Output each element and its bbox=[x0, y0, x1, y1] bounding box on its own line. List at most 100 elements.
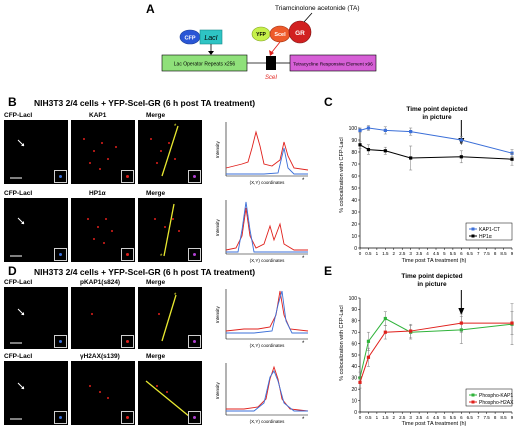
y-tick-label: 30 bbox=[351, 376, 357, 382]
data-point bbox=[409, 130, 413, 134]
data-point bbox=[366, 148, 371, 152]
gr-circle bbox=[288, 20, 312, 44]
svg-text:(X,Y) coordinates: (X,Y) coordinates bbox=[250, 258, 286, 263]
b-r2-label-hp1: HP1α bbox=[89, 190, 106, 197]
x-tick-label: 0 bbox=[359, 251, 362, 256]
panel-letter-e: E bbox=[324, 264, 333, 278]
legend-box bbox=[465, 222, 513, 241]
svg-text:(X,Y) coordinates: (X,Y) coordinates bbox=[250, 343, 286, 348]
x-tick-label: 8 bbox=[494, 251, 497, 256]
x-tick-label: 2.5 bbox=[399, 415, 406, 420]
legend-label: KAP1-CT bbox=[479, 227, 500, 233]
d-r2-cfp-inset bbox=[54, 411, 67, 424]
x-tick-label: 7.5 bbox=[484, 251, 491, 256]
legend-marker bbox=[471, 234, 475, 238]
panel-letter-b: B bbox=[8, 95, 17, 109]
scei-arrow-head bbox=[269, 50, 274, 56]
panel-c-annotation: Time point depicted in picture bbox=[406, 106, 468, 121]
b-r1-merge-profile-line: * bbox=[161, 124, 179, 177]
b-r1-image-cfp bbox=[4, 120, 68, 184]
d-r2-label-h2ax: γH2AX(s139) bbox=[80, 353, 120, 360]
y-tick-label: 50 bbox=[351, 353, 357, 359]
x-tick-label: 4 bbox=[426, 415, 429, 420]
y-tick-label: 90 bbox=[351, 307, 357, 313]
d-r1-label-cfp: CFP-LacI bbox=[4, 279, 33, 286]
svg-text:*: * bbox=[302, 256, 305, 262]
x-tick-label: 3.5 bbox=[416, 415, 423, 420]
b-r2-intensity-plot: Intensity (X,Y) coordinates * bbox=[215, 200, 308, 263]
x-tick-label: 7.5 bbox=[484, 415, 491, 420]
b-r1-cfp-marks bbox=[10, 139, 25, 179]
x-tick-label: 1.5 bbox=[382, 251, 389, 256]
d-r1-image-pkap1 bbox=[71, 287, 135, 349]
ta-label: Triamcinolone acetonide (TA) bbox=[275, 5, 360, 12]
data-point bbox=[383, 330, 387, 334]
b-r2-label-merge: Merge bbox=[146, 190, 166, 197]
panel-letter-a: A bbox=[146, 2, 155, 16]
b-r1-intensity-plot: Intensity (X,Y) coordinates * bbox=[215, 122, 309, 185]
svg-text:(X,Y) coordinates: (X,Y) coordinates bbox=[250, 419, 286, 424]
b-r2-image-cfp bbox=[4, 198, 68, 262]
d-r1-pkap1-inset bbox=[121, 335, 134, 348]
y-tick-label: 40 bbox=[351, 198, 357, 204]
x-tick-label: 8.5 bbox=[500, 415, 507, 420]
tet-element-label: Tetracycline Responsive Element x96 bbox=[293, 62, 373, 68]
y-tick-label: 30 bbox=[351, 210, 357, 216]
y-tick-label: 40 bbox=[351, 364, 357, 370]
cfp-label: CFP bbox=[185, 36, 196, 42]
d-r2-label-cfp: CFP-LacI bbox=[4, 353, 33, 360]
svg-text:Intensity: Intensity bbox=[215, 140, 220, 158]
x-tick-label: 0 bbox=[359, 415, 362, 420]
data-point bbox=[383, 128, 387, 132]
x-tick-label: 5 bbox=[443, 251, 446, 256]
x-tick-label: 4 bbox=[426, 251, 429, 256]
series-line bbox=[359, 322, 512, 383]
b-r1-merge-inset bbox=[188, 170, 201, 183]
data-point bbox=[366, 339, 371, 343]
panel-letter-d: D bbox=[8, 264, 17, 278]
b-r2-merge-profile-line: * bbox=[160, 203, 175, 260]
gr-label: GR bbox=[295, 30, 305, 37]
x-tick-label: 8 bbox=[494, 415, 497, 420]
panel-letter-c: C bbox=[324, 95, 333, 109]
yfp-label: YFP bbox=[256, 32, 266, 38]
laci-arrow-head bbox=[208, 51, 214, 55]
panel-d-title: NIH3T3 2/4 cells + YFP-SceI-GR (6 h post… bbox=[34, 267, 256, 277]
data-point bbox=[459, 138, 463, 142]
lac-operator-label: Lac Operator Repeats x256 bbox=[174, 62, 236, 68]
d-r2-image-cfp bbox=[4, 361, 68, 425]
tet-element-box bbox=[289, 54, 377, 72]
legend-marker bbox=[471, 400, 475, 404]
y-tick-label: 60 bbox=[351, 174, 357, 180]
d-r1-cfp-inset bbox=[54, 335, 67, 348]
y-tick-label: 10 bbox=[351, 234, 357, 240]
y-tick-label: 20 bbox=[351, 222, 357, 228]
x-tick-label: 6 bbox=[460, 251, 463, 256]
d-r1-image-cfp bbox=[4, 287, 68, 349]
x-tick-label: 6.5 bbox=[467, 415, 474, 420]
svg-text:*: * bbox=[174, 124, 177, 130]
y-tick-label: 60 bbox=[351, 341, 357, 347]
data-point bbox=[383, 149, 387, 153]
svg-text:Intensity: Intensity bbox=[215, 381, 220, 399]
data-point bbox=[510, 157, 514, 161]
data-point bbox=[366, 126, 371, 130]
b-r1-image-merge: * bbox=[138, 120, 202, 184]
legend-box bbox=[465, 388, 513, 407]
d-r1-label-pkap1: pKAP1(s824) bbox=[80, 279, 121, 286]
data-point bbox=[383, 316, 387, 321]
d-r2-intensity-plot: Intensity (X,Y) coordinates * bbox=[215, 363, 309, 424]
x-tick-label: 6 bbox=[460, 415, 463, 420]
d-r1-image-merge: * bbox=[138, 287, 202, 349]
y-tick-label: 0 bbox=[354, 410, 357, 416]
b-r2-cfp-inset bbox=[54, 248, 67, 261]
d-r1-label-merge: Merge bbox=[146, 279, 166, 286]
series-line bbox=[359, 127, 513, 154]
svg-text:*: * bbox=[160, 254, 163, 260]
scei-arrow-line bbox=[271, 41, 281, 53]
y-tick-label: 70 bbox=[351, 330, 357, 336]
x-tick-label: 1 bbox=[376, 415, 379, 420]
x-tick-label: 5.5 bbox=[450, 415, 457, 420]
